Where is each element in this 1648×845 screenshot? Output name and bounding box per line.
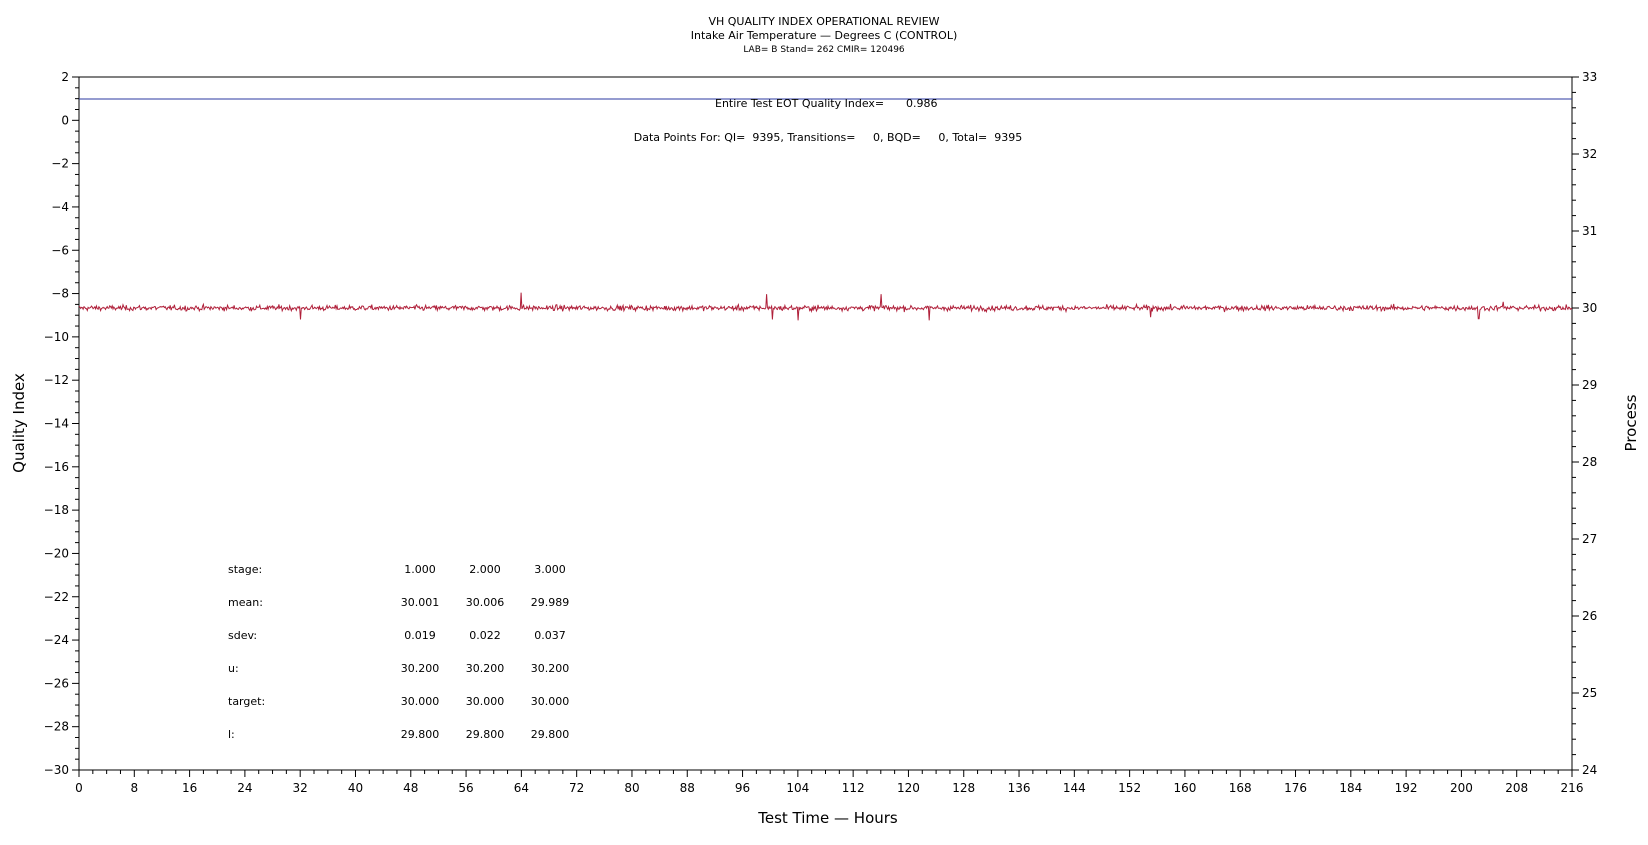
stats-table: stage: 1.000 2.000 3.000 mean: 30.001 30.006 29… bbox=[228, 563, 569, 741]
stats-cell-value: 30.200 bbox=[401, 662, 440, 675]
x-tick-label: 88 bbox=[680, 781, 695, 795]
y-tick-label: −30 bbox=[44, 763, 69, 777]
x-tick-label: 0 bbox=[75, 781, 83, 795]
x-tick-label: 80 bbox=[624, 781, 639, 795]
stats-cell-value: 29.800 bbox=[531, 728, 570, 741]
x-tick-label: 104 bbox=[786, 781, 809, 795]
chart-subtitle: Intake Air Temperature — Degrees C (CONT… bbox=[691, 29, 958, 42]
x-tick-label: 32 bbox=[293, 781, 308, 795]
x-tick-label: 184 bbox=[1339, 781, 1362, 795]
x-tick-label: 64 bbox=[514, 781, 529, 795]
y-tick-label: 0 bbox=[61, 113, 69, 127]
left-axis-ticks: 2 0 −2 −4 −6 −8 −10 −12 −14 −16 −18 −20 −22 −24 −26 −28… bbox=[44, 70, 79, 777]
stats-cell-value: 30.200 bbox=[531, 662, 570, 675]
stats-cell-value: 0.022 bbox=[469, 629, 501, 642]
chart-title: VH QUALITY INDEX OPERATIONAL REVIEW bbox=[708, 15, 939, 28]
y-tick-label: −28 bbox=[44, 720, 69, 734]
x-tick-label: 192 bbox=[1395, 781, 1418, 795]
y2-tick-label: 24 bbox=[1582, 763, 1597, 777]
y2-tick-label: 31 bbox=[1582, 224, 1597, 238]
stats-row-label: u: bbox=[228, 662, 239, 675]
y2-tick-label: 28 bbox=[1582, 455, 1597, 469]
x-tick-label: 144 bbox=[1063, 781, 1086, 795]
y2-tick-label: 33 bbox=[1582, 70, 1597, 84]
data-points-annotation: Data Points For: QI= 9395, Transitions= … bbox=[634, 131, 1022, 144]
stats-cell-value: 30.000 bbox=[531, 695, 570, 708]
x-tick-label: 16 bbox=[182, 781, 197, 795]
y-tick-label: 2 bbox=[61, 70, 69, 84]
stats-cell-value: 30.006 bbox=[466, 596, 505, 609]
stats-cell-value: 0.037 bbox=[534, 629, 566, 642]
y-tick-label: −14 bbox=[44, 417, 69, 431]
x-tick-label: 72 bbox=[569, 781, 584, 795]
stats-row-label: l: bbox=[228, 728, 235, 741]
y2-tick-label: 25 bbox=[1582, 686, 1597, 700]
y-tick-label: −6 bbox=[51, 243, 69, 257]
x-tick-label: 200 bbox=[1450, 781, 1473, 795]
y-tick-label: −26 bbox=[44, 676, 69, 690]
x-tick-label: 40 bbox=[348, 781, 363, 795]
bottom-axis-ticks: 0 8 16 24 32 40 48 56 64 72 80 88 96 104 112 120 128 136 1… bbox=[75, 770, 1583, 795]
x-tick-label: 152 bbox=[1118, 781, 1141, 795]
y2-tick-label: 26 bbox=[1582, 609, 1597, 623]
right-axis-ticks: 33 32 31 30 29 28 27 26 25 24 bbox=[1572, 70, 1597, 777]
x-tick-label: 112 bbox=[842, 781, 865, 795]
stats-cell-value: 3.000 bbox=[534, 563, 566, 576]
x-tick-label: 216 bbox=[1561, 781, 1584, 795]
x-tick-label: 8 bbox=[130, 781, 138, 795]
y2-tick-label: 27 bbox=[1582, 532, 1597, 546]
y2-tick-label: 30 bbox=[1582, 301, 1597, 315]
y-tick-label: −8 bbox=[51, 287, 69, 301]
x-tick-label: 160 bbox=[1173, 781, 1196, 795]
y-axis-label: Quality Index bbox=[10, 373, 28, 473]
stats-row-label: sdev: bbox=[228, 629, 257, 642]
x-tick-label: 168 bbox=[1229, 781, 1252, 795]
x-tick-label: 120 bbox=[897, 781, 920, 795]
chart-subtitle-lab: LAB= B Stand= 262 CMIR= 120496 bbox=[743, 45, 905, 55]
process-series-line bbox=[78, 292, 1573, 321]
plot-frame bbox=[78, 76, 1573, 771]
stats-row-label: target: bbox=[228, 695, 265, 708]
stats-cell-value: 2.000 bbox=[469, 563, 501, 576]
stats-cell-value: 29.800 bbox=[401, 728, 440, 741]
x-axis-label: Test Time — Hours bbox=[757, 809, 898, 827]
x-tick-label: 176 bbox=[1284, 781, 1307, 795]
x-tick-label: 24 bbox=[237, 781, 252, 795]
stats-row-label: mean: bbox=[228, 596, 263, 609]
stats-cell-value: 30.000 bbox=[466, 695, 505, 708]
y-tick-label: −16 bbox=[44, 460, 69, 474]
y-tick-label: −10 bbox=[44, 330, 69, 344]
stats-cell-value: 0.019 bbox=[404, 629, 436, 642]
stats-cell-value: 30.001 bbox=[401, 596, 440, 609]
x-tick-label: 208 bbox=[1505, 781, 1528, 795]
qi-annotation-label: Entire Test EOT Quality Index= bbox=[715, 97, 884, 110]
x-tick-label: 48 bbox=[403, 781, 418, 795]
stats-cell-value: 29.800 bbox=[466, 728, 505, 741]
y2-tick-label: 32 bbox=[1582, 147, 1597, 161]
x-tick-label: 96 bbox=[735, 781, 750, 795]
stats-cell-value: 30.000 bbox=[401, 695, 440, 708]
stats-cell-value: 30.200 bbox=[466, 662, 505, 675]
x-tick-label: 128 bbox=[952, 781, 975, 795]
y-tick-label: −22 bbox=[44, 590, 69, 604]
y2-axis-label: Process bbox=[1622, 394, 1640, 451]
y-tick-label: −24 bbox=[44, 633, 69, 647]
x-tick-label: 136 bbox=[1008, 781, 1031, 795]
stats-cell-value: 1.000 bbox=[404, 563, 436, 576]
y-tick-label: −2 bbox=[51, 157, 69, 171]
stats-cell-value: 29.989 bbox=[531, 596, 570, 609]
y-tick-label: −12 bbox=[44, 373, 69, 387]
y-tick-label: −4 bbox=[51, 200, 69, 214]
stats-row-label: stage: bbox=[228, 563, 262, 576]
y-tick-label: −18 bbox=[44, 503, 69, 517]
y-tick-label: −20 bbox=[44, 546, 69, 560]
qi-annotation-value: 0.986 bbox=[906, 97, 938, 110]
y2-tick-label: 29 bbox=[1582, 378, 1597, 392]
x-tick-label: 56 bbox=[458, 781, 473, 795]
